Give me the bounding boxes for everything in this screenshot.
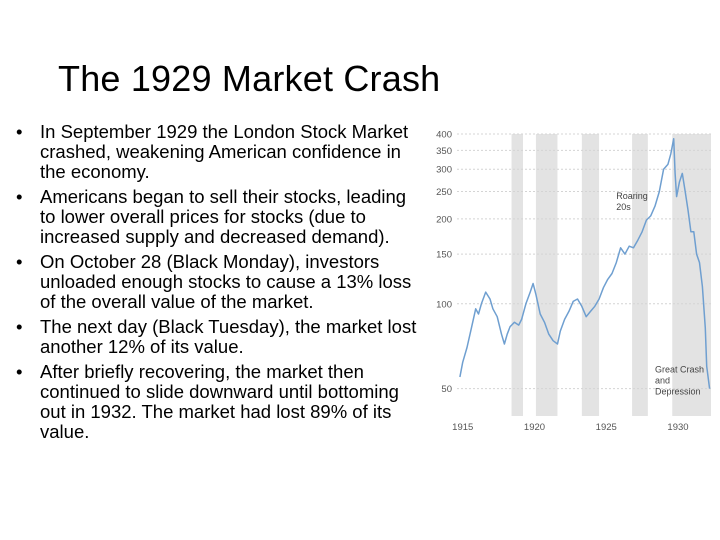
x-tick-label: 1920 (524, 422, 545, 433)
shaded-period-band (672, 134, 711, 416)
y-tick-label: 400 (436, 130, 452, 141)
bullet-item: • On October 28 (Black Monday), investors… (14, 252, 420, 312)
bullet-marker: • (16, 251, 23, 272)
bullet-text: Americans began to sell their stocks, le… (40, 186, 407, 247)
shaded-period-band (511, 134, 524, 416)
stock-market-chart: 50 100 150 200 250 300 350 400 1915 1920 1925 1930 R… (436, 130, 711, 433)
slide-title: The 1929 Market Crash (58, 58, 441, 99)
y-tick-label: 350 (436, 146, 452, 157)
bullet-marker: • (16, 186, 23, 207)
y-tick-label: 50 (441, 384, 452, 395)
chart-annotation: Great Crash and Depression (655, 365, 704, 397)
bullet-marker: • (16, 121, 23, 142)
bullet-text: In September 1929 the London Stock Marke… (40, 121, 409, 182)
chart-annotation-line: Great Crash (655, 365, 704, 375)
bullet-text: After briefly recovering, the market the… (40, 361, 399, 442)
chart-annotation: Roaring 20s (616, 191, 648, 212)
bullet-marker: • (16, 361, 23, 382)
bullet-list: • In September 1929 the London Stock Mark… (14, 122, 420, 447)
shaded-period-band (581, 134, 600, 416)
y-tick-label: 100 (436, 299, 452, 310)
bullet-item: • The next day (Black Tuesday), the marke… (14, 317, 420, 357)
bullet-item: • After briefly recovering, the market th… (14, 362, 420, 442)
chart-annotation-line: and (655, 376, 670, 386)
bullet-text: On October 28 (Black Monday), investors … (40, 251, 412, 312)
shaded-period-band (535, 134, 558, 416)
bullet-item: • In September 1929 the London Stock Mark… (14, 122, 420, 182)
y-tick-label: 150 (436, 250, 452, 261)
bullet-text: The next day (Black Tuesday), the market… (40, 316, 417, 357)
bullet-marker: • (16, 316, 23, 337)
bullet-item: • Americans began to sell their stocks, l… (14, 187, 420, 247)
y-tick-label: 300 (436, 165, 452, 176)
chart-annotation-line: Depression (655, 387, 701, 397)
y-tick-label: 250 (436, 187, 452, 198)
x-tick-label: 1915 (452, 422, 473, 433)
y-tick-label: 200 (436, 214, 452, 225)
x-tick-label: 1925 (596, 422, 617, 433)
series-line (459, 137, 711, 389)
shaded-period-band (632, 134, 648, 416)
chart-annotation-line: Roaring (616, 191, 648, 201)
x-tick-label: 1930 (667, 422, 688, 433)
chart-annotation-line: 20s (616, 202, 631, 212)
